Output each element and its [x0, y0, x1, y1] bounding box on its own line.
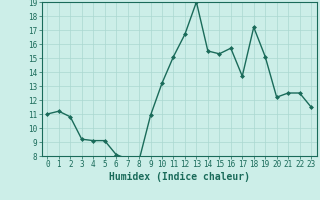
X-axis label: Humidex (Indice chaleur): Humidex (Indice chaleur)	[109, 172, 250, 182]
